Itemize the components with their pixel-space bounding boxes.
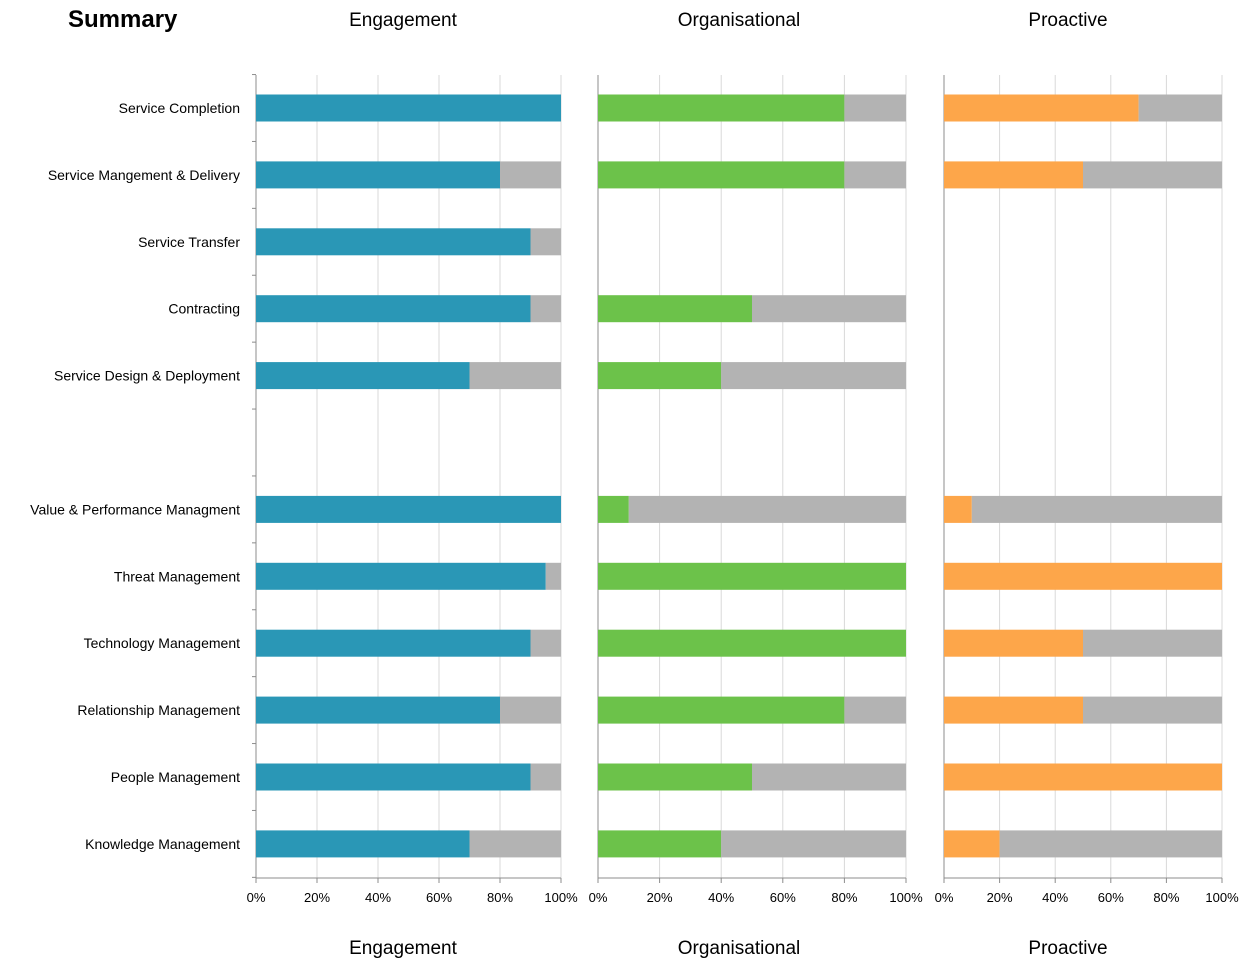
bar-remainder [628,495,906,523]
x-tick-label: 0% [247,890,266,905]
x-tick-label: 100% [544,890,578,905]
x-tick-label: 80% [487,890,513,905]
bar-value [944,562,1222,590]
bar-value [598,495,629,523]
panel-title-top-engagement: Engagement [349,10,457,31]
x-tick-label: 100% [889,890,923,905]
bar-remainder [1083,161,1222,189]
bar-value [944,830,1000,858]
bar-value [598,562,906,590]
bar-value [256,94,561,122]
bar-value [256,362,470,390]
x-tick-label: 40% [365,890,391,905]
x-tick-label: 60% [770,890,796,905]
panel-title-top-proactive: Proactive [1028,10,1107,31]
panel-title-bottom-proactive: Proactive [1028,938,1107,959]
bar-value [598,830,722,858]
bar-remainder [1138,94,1222,122]
bar-value [256,295,531,323]
bar-value [256,228,531,256]
bar-value [598,295,752,323]
bar-remainder [752,295,906,323]
x-tick-label: 0% [935,890,954,905]
category-label: People Management [111,769,240,785]
bar-value [256,830,470,858]
bar-remainder [721,362,906,390]
x-tick-label: 60% [1098,890,1124,905]
category-label: Service Design & Deployment [54,368,240,384]
panel-title-top-organisational: Organisational [678,10,801,31]
bar-remainder [1083,629,1222,657]
bar-value [256,696,500,724]
bar-value [598,629,906,657]
x-tick-label: 60% [426,890,452,905]
bar-value [598,161,845,189]
category-labels: Service Completion Service Mangement & De… [30,100,240,852]
bar-remainder [971,495,1222,523]
bar-value [256,562,546,590]
category-label: Relationship Management [77,702,240,718]
bar-remainder [530,295,561,323]
x-tick-label: 100% [1205,890,1239,905]
bar-value [944,495,972,523]
category-label: Contracting [168,301,240,317]
x-tick-label: 20% [304,890,330,905]
bar-remainder [545,562,561,590]
bar-remainder [752,763,906,791]
category-label: Service Completion [119,100,240,116]
bar-value [598,763,752,791]
bar-remainder [530,763,561,791]
bar-value [598,362,722,390]
x-tick-label: 20% [647,890,673,905]
category-label: Service Mangement & Delivery [48,167,240,183]
bar-value [256,161,500,189]
panel-title-bottom-engagement: Engagement [349,938,457,959]
bar-remainder [500,696,561,724]
bar-value [944,161,1083,189]
x-tick-label: 40% [708,890,734,905]
bar-remainder [500,161,561,189]
bar-value [944,696,1083,724]
category-label: Value & Performance Managment [30,501,240,517]
category-label: Service Transfer [138,234,240,250]
bar-value [256,629,531,657]
bar-remainder [469,362,561,390]
bar-value [944,629,1083,657]
bar-value [598,94,845,122]
panel-proactive: Proactive Proactive 0% 20% 40% 60% 80% 100% [935,10,1239,959]
bar-remainder [844,696,906,724]
x-tick-label: 80% [831,890,857,905]
bar-value [598,696,845,724]
x-tick-label: 80% [1153,890,1179,905]
bar-remainder [844,94,906,122]
bar-remainder [844,161,906,189]
bar-remainder [999,830,1222,858]
panel-title-bottom-organisational: Organisational [678,938,801,959]
category-label: Technology Management [84,635,241,651]
x-tick-label: 20% [987,890,1013,905]
bar-remainder [530,629,561,657]
panel-engagement: Engagement Engagement 0% 20% 40% 60% 80% 100% [247,10,578,959]
chart-title: Summary [68,6,178,33]
bar-remainder [530,228,561,256]
bar-remainder [469,830,561,858]
bar-value [944,94,1139,122]
category-label: Knowledge Management [85,836,240,852]
x-tick-label: 0% [589,890,608,905]
x-tick-label: 40% [1042,890,1068,905]
bar-value [256,763,531,791]
panel-organisational: Organisational Organisational 0% 20% 40% 60% 8… [589,10,923,959]
category-label: Threat Management [114,568,240,584]
bar-remainder [1083,696,1222,724]
bar-remainder [721,830,906,858]
bar-value [944,763,1222,791]
bar-value [256,495,561,523]
